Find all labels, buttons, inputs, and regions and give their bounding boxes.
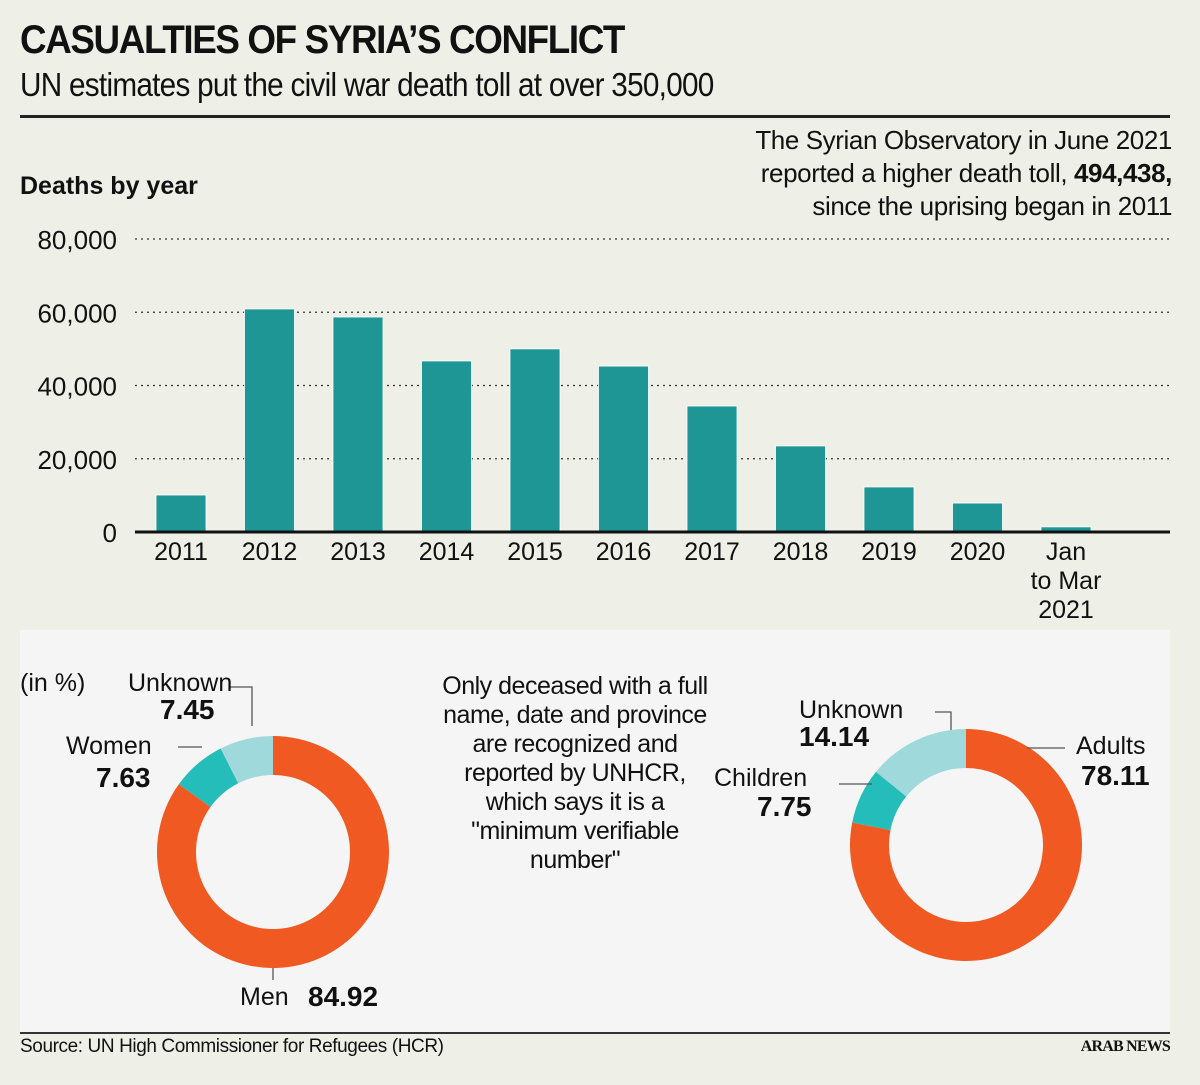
x-tick-label: Jan <box>1046 538 1086 566</box>
methodology-note: Only deceased with a full name, date and… <box>442 672 708 874</box>
donut-slice-women <box>178 748 239 808</box>
age-unknown-value: 14.14 <box>799 721 870 752</box>
bar-2017 <box>686 405 738 533</box>
footer-divider <box>20 1032 1170 1034</box>
x-tick-label: 2018 <box>773 538 829 566</box>
bar-2013 <box>332 316 384 533</box>
source-note: Source: UN High Commissioner for Refugee… <box>20 1036 444 1057</box>
note-death-toll: 494,438, <box>1073 158 1172 188</box>
header-divider <box>20 115 1170 118</box>
breakdown-panel: (in %) Unknown 7.45 Women 7.63 Men 84.92… <box>20 630 1170 1032</box>
gender-donut-chart <box>157 686 390 980</box>
x-tick-label: 2011 <box>154 538 208 566</box>
donut-slice-children <box>852 771 907 831</box>
leader-line-unknown <box>230 686 253 726</box>
age-adults-value: 78.11 <box>1081 760 1150 791</box>
bar-2015 <box>509 348 561 533</box>
donut-slice-men <box>157 736 390 968</box>
donut-slice-adults <box>849 729 1082 961</box>
chart-title: CASUALTIES OF SYRIA’S CONFLICT <box>20 18 625 62</box>
deaths-by-year-bar-chart: 0 20,000 40,000 60,000 80,000 2011 2012 2013 201… <box>37 225 1170 624</box>
gender-men-value: 84.92 <box>308 981 379 1012</box>
y-tick-label: 0 <box>103 518 117 548</box>
note-line-2-text: reported a higher death toll, <box>760 158 1074 188</box>
donut-slice-unknown <box>875 729 966 797</box>
y-tick-label: 80,000 <box>37 225 117 255</box>
bar-2020 <box>952 502 1003 533</box>
x-tick-label: 2015 <box>507 538 563 566</box>
y-tick-label: 40,000 <box>37 372 117 402</box>
x-tick-label: 2014 <box>419 538 475 566</box>
x-tick-label: 2021 <box>1038 596 1094 624</box>
bar-2016 <box>598 365 649 533</box>
leader-line-unknown <box>935 711 952 730</box>
y-tick-label: 60,000 <box>37 298 117 328</box>
bar-2012 <box>244 308 295 533</box>
x-tick-label: 2013 <box>330 538 386 566</box>
x-tick-label: to Mar <box>1031 567 1102 595</box>
bar-2018 <box>775 445 826 533</box>
age-unknown-label: Unknown <box>799 696 904 724</box>
note-line-1: The Syrian Observatory in June 2021 <box>755 125 1172 155</box>
donut-slice-unknown <box>220 736 273 784</box>
age-donut-chart <box>839 711 1082 961</box>
note-line-2: reported a higher death toll, 494,438, <box>612 157 1173 190</box>
age-children-label: Children <box>714 764 808 792</box>
bar-2014 <box>421 360 472 533</box>
note-line-3: since the uprising began in 2011 <box>812 191 1172 221</box>
x-tick-label: 2017 <box>684 538 740 566</box>
gender-unknown-label: Unknown <box>128 669 233 697</box>
age-children-value: 7.75 <box>757 791 812 822</box>
gender-unit-label: (in %) <box>20 669 86 697</box>
publisher-logo: ARAB NEWS <box>1080 1038 1171 1055</box>
x-tick-label: 2020 <box>950 538 1006 566</box>
observatory-note: The Syrian Observatory in June 2021 repo… <box>612 124 1172 223</box>
chart-subtitle: UN estimates put the civil war death tol… <box>20 66 714 103</box>
age-adults-label: Adults <box>1076 732 1146 760</box>
x-tick-label: 2012 <box>242 538 298 566</box>
gender-unknown-value: 7.45 <box>160 694 215 725</box>
bar-2011 <box>155 494 207 533</box>
gender-women-label: Women <box>66 732 152 760</box>
gender-men-label: Men <box>240 983 289 1011</box>
gender-women-value: 7.63 <box>96 762 151 793</box>
bar-chart-title: Deaths by year <box>20 172 198 200</box>
bar-2019 <box>863 486 915 533</box>
x-tick-label: 2019 <box>861 538 917 566</box>
y-tick-label: 20,000 <box>37 445 117 475</box>
x-tick-label: 2016 <box>596 538 652 566</box>
